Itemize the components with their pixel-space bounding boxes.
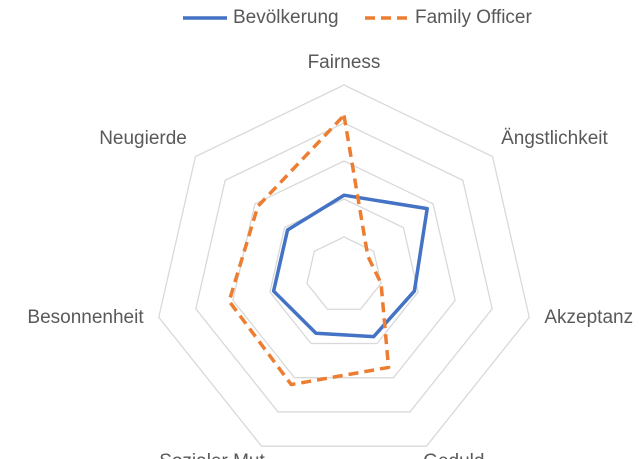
axis-label: Ängstlichkeit bbox=[501, 128, 608, 149]
legend-label: Bevölkerung bbox=[233, 7, 339, 28]
grid-ring bbox=[195, 122, 493, 413]
series-line bbox=[271, 193, 429, 339]
grid-ring bbox=[269, 198, 419, 345]
grid-ring bbox=[158, 84, 530, 447]
axis-label: Besonnenheit bbox=[27, 307, 144, 328]
axis-label: Akzeptanz bbox=[544, 307, 633, 328]
grid-ring bbox=[306, 236, 382, 310]
axis-label: Neugierde bbox=[99, 128, 187, 149]
legend-label: Family Officer bbox=[415, 7, 533, 28]
axis-label: Geduld bbox=[423, 451, 484, 459]
axis-label: Fairness bbox=[308, 52, 381, 73]
axis-label: Sozialer Mut bbox=[159, 451, 265, 459]
grid-ring bbox=[232, 160, 456, 379]
series-line bbox=[227, 113, 391, 387]
